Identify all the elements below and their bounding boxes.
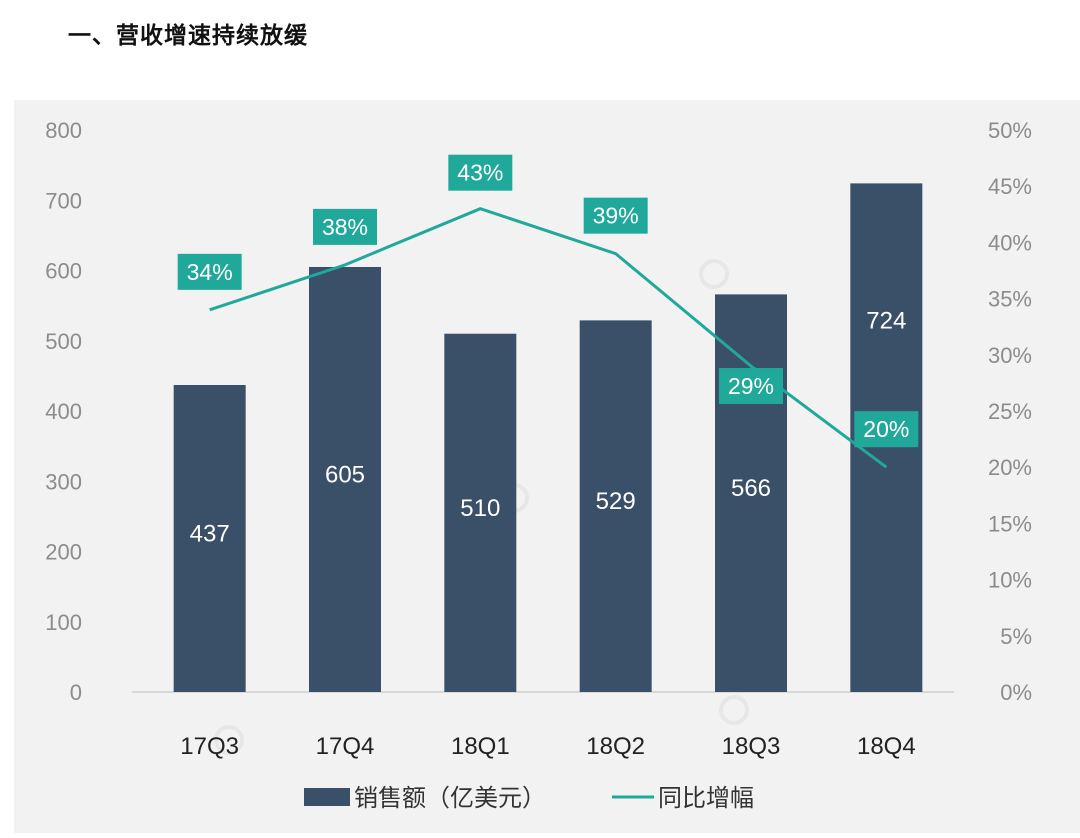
- line-value-labels: 34% 38% 43% 39% 29% 20%: [177, 154, 919, 448]
- right-tick-label: 35%: [988, 287, 1032, 312]
- line-value-label: 38%: [322, 214, 368, 240]
- chart-panel: 0 100 200 300 400 500 600 700 800 0% 5% 10% 15% 20% 2…: [14, 100, 1080, 833]
- bar-series: [173, 183, 923, 692]
- line-value-box: [448, 154, 513, 191]
- line-value-label: 43%: [457, 160, 503, 186]
- watermark-logo-icon: [699, 259, 729, 289]
- line-value-label: 29%: [728, 373, 774, 399]
- category-label: 18Q1: [451, 733, 510, 760]
- left-tick-label: 700: [45, 188, 82, 213]
- bar: [173, 385, 246, 692]
- bar: [579, 320, 652, 692]
- legend-line-label: 同比增幅: [658, 785, 754, 812]
- bar-value-labels: 437 605 510 529 566 724: [190, 307, 907, 547]
- category-label: 17Q3: [180, 733, 239, 760]
- bar: [715, 294, 787, 692]
- legend-bar-swatch: [304, 788, 350, 806]
- watermark-logo-icon: [719, 695, 749, 725]
- line-value-box: [854, 411, 919, 448]
- bar-value-label: 724: [866, 307, 906, 334]
- x-axis-categories: 17Q3 17Q4 18Q1 18Q2 18Q3 18Q4: [180, 733, 915, 760]
- category-label: 18Q3: [722, 733, 781, 760]
- right-tick-label: 10%: [988, 568, 1032, 593]
- line-value-box: [719, 368, 783, 405]
- right-tick-label: 25%: [988, 399, 1032, 424]
- category-label: 18Q2: [586, 733, 645, 760]
- left-tick-label: 100: [45, 610, 82, 635]
- bar-value-label: 605: [325, 461, 365, 488]
- line-value-box: [583, 197, 648, 234]
- category-label: 18Q4: [857, 733, 916, 760]
- bar: [444, 333, 517, 692]
- watermark-logo-icon: [214, 725, 244, 755]
- line-value-box: [177, 253, 242, 290]
- line-value-label: 39%: [593, 203, 639, 229]
- right-tick-label: 30%: [988, 343, 1032, 368]
- bar-value-label: 437: [190, 521, 230, 548]
- legend-bar-label: 销售额（亿美元）: [354, 785, 546, 812]
- left-tick-label: 300: [45, 469, 82, 494]
- left-tick-label: 800: [45, 118, 82, 143]
- bar: [309, 266, 381, 692]
- bar-value-label: 566: [731, 475, 771, 502]
- right-tick-label: 20%: [988, 455, 1032, 480]
- bar-value-label: 529: [596, 488, 636, 515]
- right-tick-label: 45%: [988, 174, 1032, 199]
- right-tick-label: 40%: [988, 230, 1032, 255]
- left-tick-label: 400: [45, 399, 82, 424]
- left-tick-label: 600: [45, 259, 82, 284]
- right-tick-label: 15%: [988, 511, 1032, 536]
- right-tick-label: 5%: [1000, 624, 1032, 649]
- legend: 销售额（亿美元） 同比增幅: [304, 785, 754, 812]
- page-title: 一、营收增速持续放缓: [68, 23, 308, 49]
- right-axis: 0% 5% 10% 15% 20% 25% 30% 35% 40% 45% 50%: [988, 118, 1032, 705]
- left-tick-label: 200: [45, 540, 82, 565]
- bar-value-label: 510: [460, 495, 500, 522]
- category-label: 17Q4: [316, 733, 375, 760]
- left-tick-label: 0: [70, 680, 82, 705]
- line-value-label: 20%: [863, 416, 909, 442]
- chart: 0 100 200 300 400 500 600 700 800 0% 5% 10% 15% 20% 2…: [45, 118, 1032, 812]
- right-tick-label: 0%: [1000, 680, 1032, 705]
- left-axis: 0 100 200 300 400 500 600 700 800: [45, 118, 82, 705]
- line-value-label: 34%: [187, 259, 233, 285]
- right-tick-label: 50%: [988, 118, 1032, 143]
- left-tick-label: 500: [45, 329, 82, 354]
- line-value-box: [313, 208, 377, 245]
